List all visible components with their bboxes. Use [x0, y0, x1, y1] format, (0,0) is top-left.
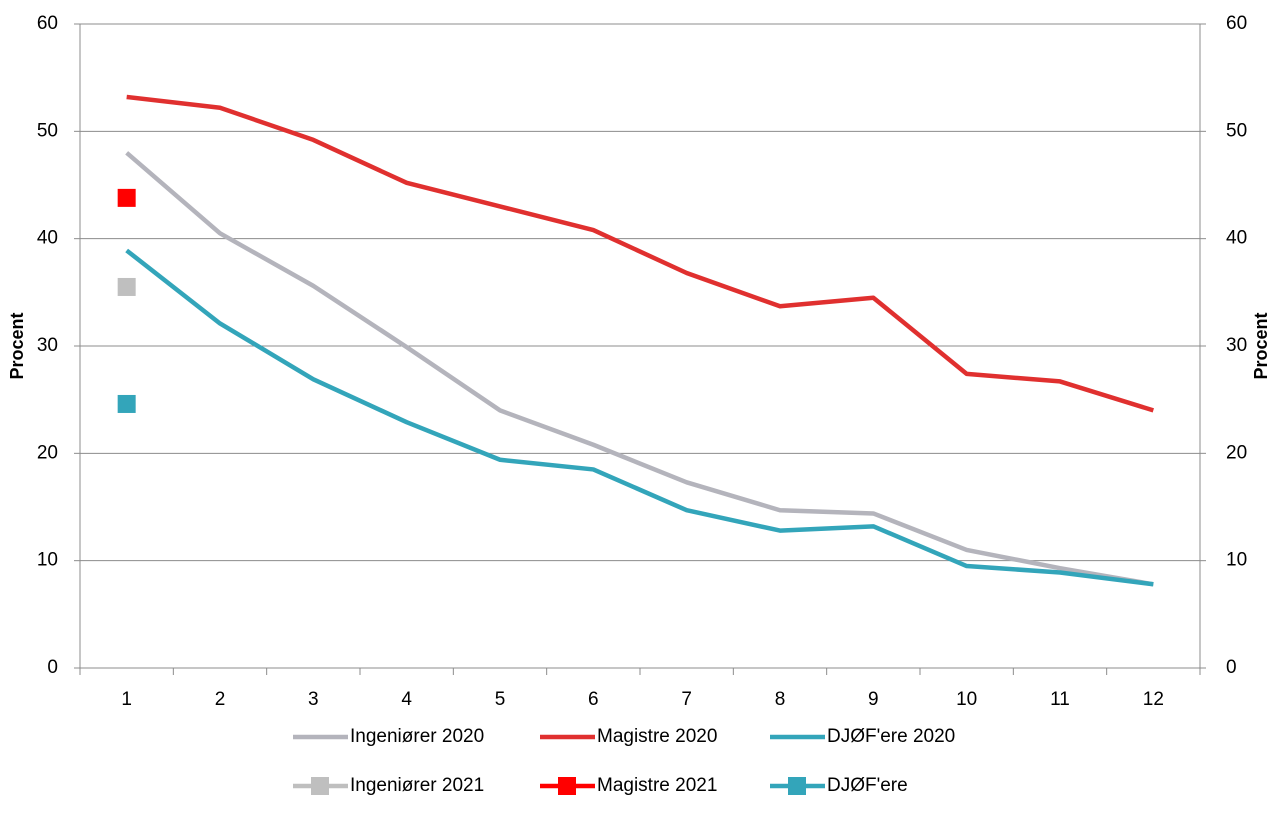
y2-tick-label: 60 [1226, 13, 1247, 34]
legend-label: Ingeniører 2021 [350, 775, 484, 796]
y2-axis-title: Procent [1251, 312, 1270, 379]
series-marker [117, 188, 136, 207]
x-tick-label: 2 [215, 689, 226, 710]
legend-marker [311, 777, 329, 795]
x-tick-label: 3 [308, 689, 319, 710]
x-tick-label: 4 [401, 689, 412, 710]
x-tick-label: 12 [1143, 689, 1164, 710]
legend-marker [558, 777, 576, 795]
x-tick-label: 11 [1050, 689, 1070, 710]
series-line [125, 151, 1154, 587]
y-tick-label: 20 [37, 442, 58, 463]
legend-marker [788, 777, 806, 795]
x-tick-label: 10 [956, 689, 977, 710]
legend-label: Ingeniører 2020 [350, 726, 484, 747]
y-tick-label: 50 [37, 120, 58, 141]
legend-label: DJØF'ere [827, 775, 908, 796]
x-tick-label: 5 [495, 689, 506, 710]
y-tick-label: 10 [37, 550, 58, 571]
x-tick-label: 9 [868, 689, 879, 710]
series-marker [117, 394, 136, 413]
y2-tick-label: 30 [1226, 335, 1247, 356]
y-axis-title: Procent [7, 312, 27, 379]
y2-tick-label: 20 [1226, 442, 1247, 463]
x-tick-label: 7 [681, 689, 692, 710]
legend-label: Magistre 2020 [597, 726, 717, 747]
series-line [125, 248, 1154, 587]
legend-label: DJØF'ere 2020 [827, 726, 955, 747]
y-tick-label: 40 [37, 228, 58, 249]
y-tick-label: 60 [37, 13, 58, 34]
x-tick-label: 8 [775, 689, 786, 710]
x-tick-label: 1 [121, 689, 132, 710]
y2-tick-label: 0 [1226, 657, 1237, 678]
x-tick-label: 6 [588, 689, 599, 710]
legend-label: Magistre 2021 [597, 775, 717, 796]
series-marker [117, 277, 136, 296]
series-line [126, 94, 1154, 413]
y-tick-label: 30 [37, 335, 58, 356]
y-tick-label: 0 [47, 657, 58, 678]
y2-tick-label: 50 [1226, 120, 1247, 141]
y2-tick-label: 40 [1226, 228, 1247, 249]
y2-tick-label: 10 [1226, 550, 1247, 571]
